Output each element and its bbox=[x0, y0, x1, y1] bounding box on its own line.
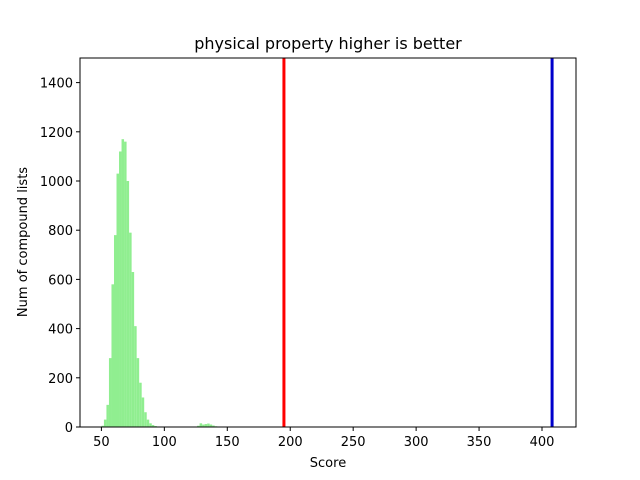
histogram-bar-15 bbox=[139, 382, 142, 427]
histogram-bar-18 bbox=[146, 419, 150, 427]
x-tick-label-3: 200 bbox=[278, 435, 303, 450]
x-tick-label-6: 350 bbox=[467, 435, 492, 450]
y-tick-label-3: 600 bbox=[48, 273, 73, 288]
histogram-bar-13 bbox=[134, 326, 137, 427]
histogram-bar-5 bbox=[113, 235, 117, 427]
histogram-bar-0 bbox=[101, 425, 104, 427]
histogram-bar-14 bbox=[136, 358, 140, 427]
histogram-bar-3 bbox=[108, 358, 112, 427]
histogram-bars bbox=[101, 139, 218, 428]
y-tick-label-4: 800 bbox=[48, 224, 73, 239]
histogram-bar-20 bbox=[151, 425, 155, 427]
x-axis-ticks: 50 100 150 200 250 300 350 400 bbox=[93, 427, 554, 450]
histogram-bar-25 bbox=[199, 423, 203, 427]
histogram-bar-29 bbox=[209, 424, 213, 427]
histogram-bar-19 bbox=[149, 423, 152, 427]
histogram-bar-30 bbox=[212, 425, 215, 427]
histogram-bar-16 bbox=[141, 397, 145, 427]
y-tick-label-6: 1200 bbox=[40, 126, 73, 141]
reference-lines bbox=[282, 58, 554, 427]
histogram-bar-2 bbox=[106, 404, 109, 427]
histogram-bar-1 bbox=[103, 419, 107, 427]
histogram-bar-10 bbox=[126, 181, 130, 427]
y-tick-label-0: 0 bbox=[65, 421, 73, 436]
histogram-bar-6 bbox=[116, 173, 120, 427]
y-tick-label-5: 1000 bbox=[40, 175, 73, 190]
chart-title: physical property higher is better bbox=[194, 34, 462, 53]
x-tick-label-5: 300 bbox=[404, 435, 429, 450]
histogram-bar-11 bbox=[129, 232, 132, 427]
histogram-bar-8 bbox=[121, 139, 125, 427]
histogram-bar-24 bbox=[197, 425, 200, 427]
x-tick-label-0: 50 bbox=[93, 435, 110, 450]
y-axis-ticks: 0 200 400 600 800 1000 1200 1400 bbox=[40, 77, 80, 436]
histogram-bar-7 bbox=[119, 151, 122, 428]
histogram-bar-9 bbox=[124, 141, 127, 427]
y-tick-label-2: 400 bbox=[48, 323, 73, 338]
y-tick-label-7: 1400 bbox=[40, 77, 73, 92]
histogram-bar-27 bbox=[204, 424, 208, 427]
y-axis-title: Num of compound lists bbox=[16, 167, 31, 317]
histogram-bar-26 bbox=[202, 424, 205, 427]
x-axis-title: Score bbox=[310, 456, 346, 471]
plot-frame bbox=[79, 57, 577, 428]
x-tick-label-7: 400 bbox=[530, 435, 555, 450]
x-tick-label-2: 150 bbox=[215, 435, 240, 450]
x-tick-label-1: 100 bbox=[152, 435, 177, 450]
histogram-bar-12 bbox=[131, 272, 135, 427]
histogram-bar-28 bbox=[207, 423, 210, 427]
histogram-bar-17 bbox=[144, 412, 147, 427]
y-tick-label-1: 200 bbox=[48, 372, 73, 387]
histogram-bar-4 bbox=[111, 284, 114, 427]
x-tick-label-4: 250 bbox=[341, 435, 366, 450]
